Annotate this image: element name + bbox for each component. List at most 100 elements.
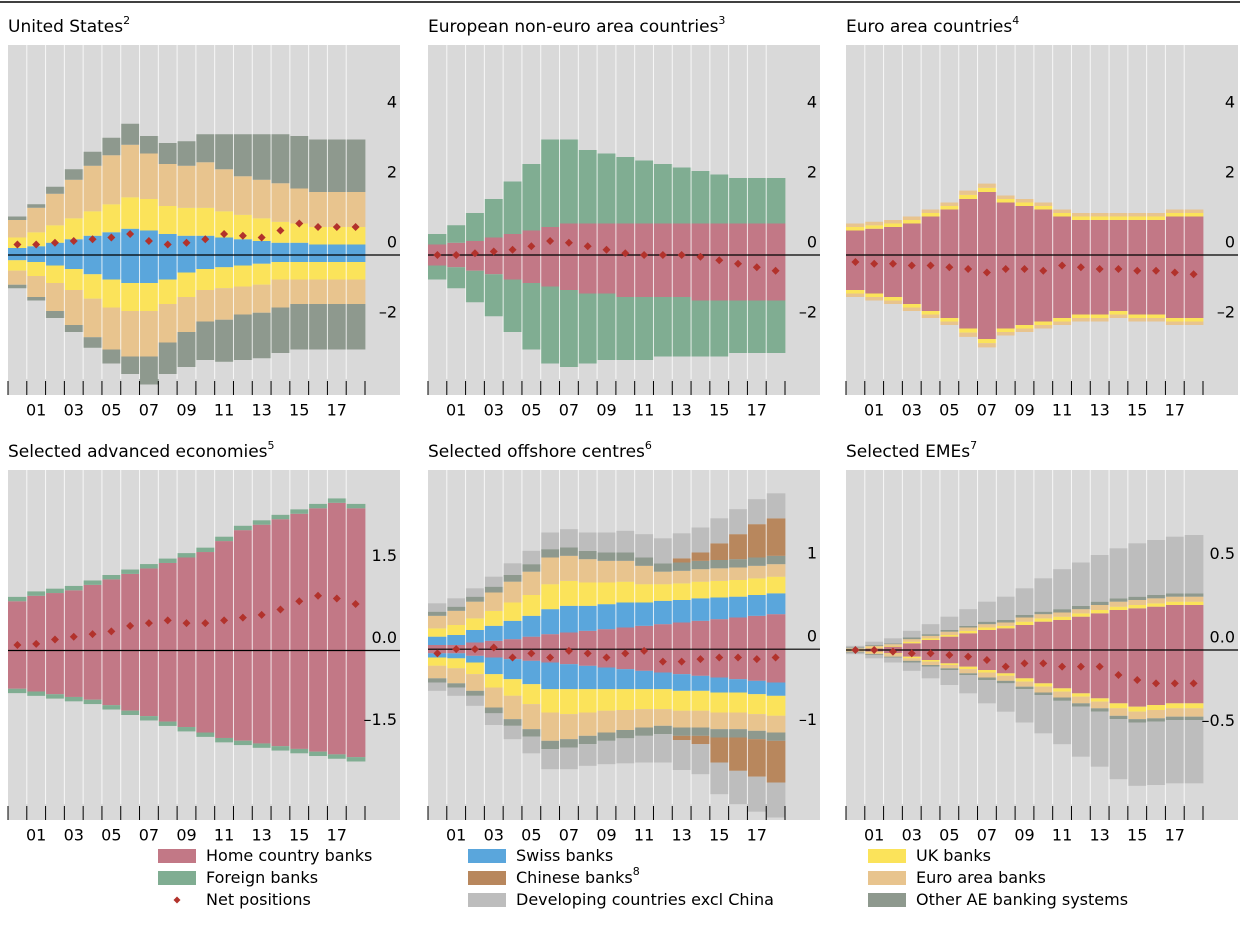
stack-segment [634,255,654,297]
stack-segment [1165,703,1185,709]
stack-segment [958,673,978,675]
stack-segment [1071,703,1091,707]
stack-segment [521,595,542,616]
stack-segment [1109,606,1129,610]
stack-segment [1033,255,1054,322]
stack-segment [177,165,197,208]
stack-segment [177,297,197,332]
stack-segment [428,255,448,266]
stack-segment [977,680,997,704]
stack-segment [958,666,978,670]
panel-title-text: Selected offshore centres [428,442,645,462]
stack-segment [1052,213,1072,217]
stack-segment [465,601,485,619]
stack-segment [958,627,978,631]
stack-segment [634,160,654,224]
net-position [433,649,442,658]
stack-segment [921,635,941,639]
stack-segment [709,580,730,598]
stack-segment [327,192,347,227]
stack-segment [484,707,504,714]
stack-segment [521,736,542,754]
net-position [1039,266,1048,275]
stack-segment [158,164,178,206]
stack-segment [728,300,748,353]
stack-segment [465,674,485,691]
stack-segment [578,582,598,606]
stack-segment [1052,620,1072,650]
stack-segment [653,563,673,572]
stack-segment [26,246,46,255]
stack-segment [728,567,748,580]
net-position [870,646,879,654]
stack-segment [521,255,542,283]
stack-segment [921,209,941,213]
stack-segment [1127,711,1148,720]
net-position [107,627,116,636]
stack-segment [45,186,65,194]
stack-segment [1109,255,1129,311]
stack-segment [846,255,866,290]
stack-segment [1184,708,1204,717]
y-tick-label: 1.5 [372,546,397,565]
stack-segment [672,600,692,623]
stack-segment [559,529,579,548]
stack-segment [465,255,485,271]
stack-segment [8,284,28,289]
stack-segment [958,194,978,199]
stack-segment [1015,588,1035,615]
net-position [201,235,210,244]
stack-segment [45,265,65,283]
stack-segment [709,174,730,224]
stack-segment [1165,255,1185,318]
stack-segment [540,549,560,558]
y-tick-label: 0 [807,627,817,646]
stack-segment [1127,213,1148,217]
x-tick-label: 09 [176,401,196,420]
stack-segment [709,619,730,650]
stack-segment [747,300,767,353]
net-position [527,649,536,658]
net-position [964,652,973,661]
stack-segment [747,178,767,224]
stack-segment [45,225,65,243]
stack-segment [252,650,272,744]
net-position [752,655,761,664]
stack-segment [195,255,216,269]
stack-segment [1071,693,1091,697]
stack-segment [1184,650,1204,704]
stack-segment [177,272,197,297]
legend-swatch [468,849,506,863]
panel-title: Selected advanced economies5 [8,439,275,462]
stack-segment [271,307,291,353]
stack-segment [252,524,272,651]
net-position [1152,679,1161,688]
stack-segment [1165,318,1185,322]
stack-segment [1015,325,1035,329]
net-position [257,233,266,242]
stack-segment [1090,318,1110,322]
stack-segment [921,665,941,667]
stack-segment [747,223,767,255]
stack-segment [1146,598,1166,604]
y-tick-label: 2 [1225,163,1235,182]
stack-segment [672,167,692,224]
net-position [1001,662,1010,671]
panel-title-text: European non-euro area countries [428,17,719,37]
legend-label: Net positions [206,890,311,909]
stack-segment [1146,705,1166,710]
stack-segment [559,290,579,367]
stack-segment [101,255,122,280]
net-position [1058,261,1067,270]
stack-segment [503,563,523,575]
stack-segment [864,641,884,645]
stack-segment [766,518,786,556]
x-tick-label: 03 [902,401,922,420]
stack-segment [1109,703,1129,709]
y-tick-label: 2 [387,163,397,182]
stack-segment [921,216,941,255]
stack-segment [902,639,922,642]
x-tick-label: 13 [671,826,691,845]
stack-segment [120,569,140,574]
stack-segment [597,689,617,711]
